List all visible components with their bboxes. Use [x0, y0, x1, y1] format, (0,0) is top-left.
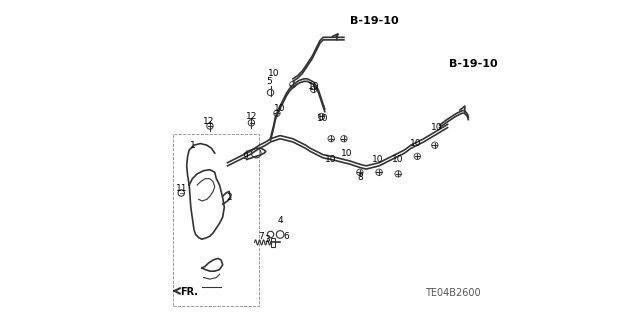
Text: 1: 1 [189, 141, 195, 150]
Text: 10: 10 [317, 114, 329, 122]
Text: 11: 11 [175, 184, 187, 193]
Text: 5: 5 [266, 77, 272, 86]
Text: 8: 8 [357, 173, 363, 182]
Text: 10: 10 [341, 149, 353, 158]
Text: 10: 10 [275, 104, 286, 113]
Text: 7: 7 [258, 232, 264, 241]
Text: 12: 12 [246, 112, 257, 121]
Text: 10: 10 [268, 69, 280, 78]
Text: 10: 10 [410, 139, 422, 148]
Text: 12: 12 [203, 117, 214, 126]
Text: FR.: FR. [180, 287, 198, 297]
Text: 4: 4 [277, 216, 283, 225]
Text: 10: 10 [372, 155, 383, 164]
Text: 9: 9 [242, 152, 248, 161]
Text: TE04B2600: TE04B2600 [425, 288, 481, 299]
Text: 10: 10 [325, 155, 337, 164]
Text: 2: 2 [227, 193, 232, 202]
Text: 10: 10 [392, 155, 404, 164]
Bar [271, 238, 275, 247]
Text: 10: 10 [431, 123, 442, 132]
Text: 6: 6 [284, 232, 289, 241]
Text: B-19-10: B-19-10 [449, 59, 498, 69]
Text: B-19-10: B-19-10 [350, 16, 399, 26]
Text: 3: 3 [264, 235, 270, 244]
Text: 10: 10 [308, 82, 319, 91]
